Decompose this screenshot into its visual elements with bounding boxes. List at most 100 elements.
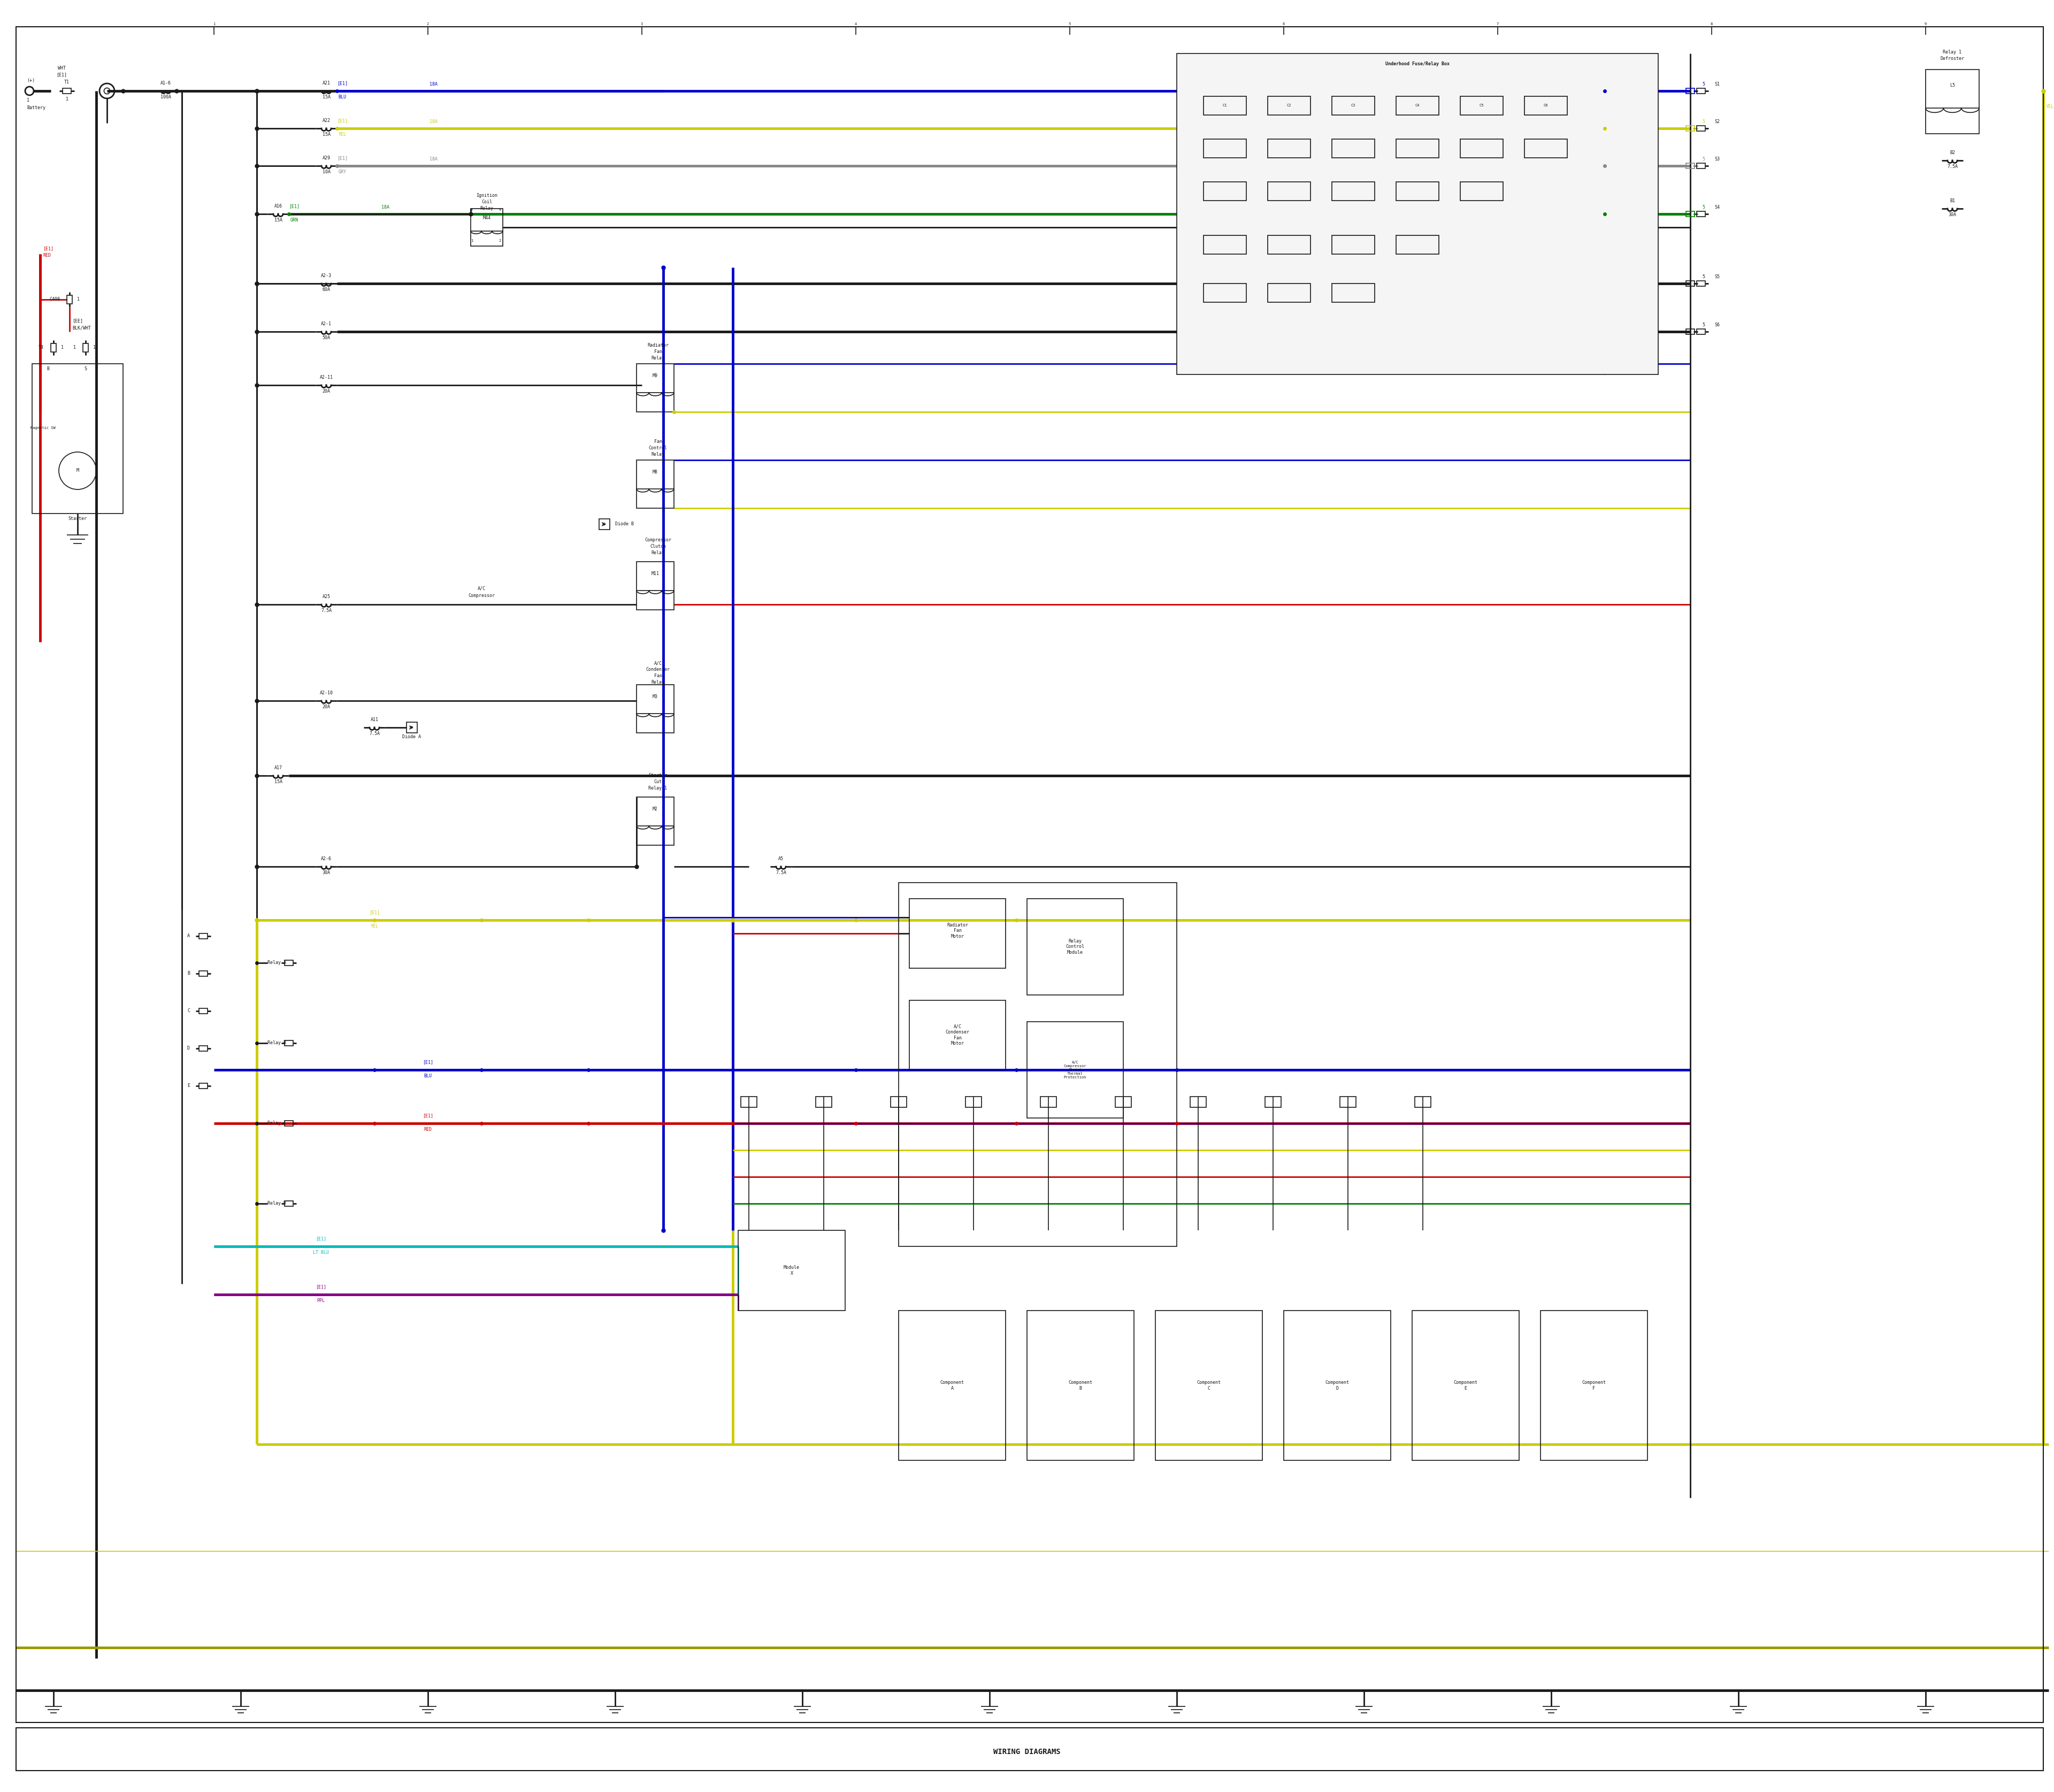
Text: 7.5A: 7.5A [776, 871, 787, 876]
Text: 3: 3 [470, 208, 472, 211]
Text: Clutch: Clutch [649, 545, 665, 548]
Text: C4: C4 [1415, 104, 1419, 108]
Bar [1267, 235, 1310, 254]
Text: 5: 5 [1703, 323, 1705, 328]
Text: 30A: 30A [322, 871, 331, 876]
Bar [199, 934, 207, 939]
Bar [1697, 163, 1705, 168]
Text: C: C [187, 1009, 189, 1014]
Text: 18A: 18A [382, 204, 388, 210]
Text: 5: 5 [1703, 274, 1705, 280]
Text: A2-6: A2-6 [320, 857, 331, 862]
Text: Compressor: Compressor [468, 593, 495, 599]
Bar [82, 344, 88, 351]
Bar [1697, 330, 1705, 335]
Text: 7: 7 [1497, 23, 1499, 25]
Text: A1-6: A1-6 [160, 81, 170, 86]
Text: A29: A29 [322, 156, 331, 161]
Text: [E1]: [E1] [290, 204, 300, 210]
Bar [62, 88, 72, 93]
Bar [1115, 1097, 1132, 1107]
Text: Control: Control [649, 446, 668, 450]
Bar [910, 898, 1006, 968]
Text: Module
X: Module X [785, 1265, 799, 1276]
Text: M2: M2 [653, 806, 657, 812]
Text: RED: RED [43, 253, 51, 258]
Bar [1686, 281, 1695, 287]
Bar [1686, 163, 1695, 168]
Text: 1: 1 [27, 99, 29, 102]
Text: BLU: BLU [423, 1073, 431, 1079]
Text: E: E [187, 1084, 189, 1088]
Text: A/C: A/C [477, 586, 485, 591]
Bar [1397, 97, 1440, 115]
Text: [E1]: [E1] [43, 246, 53, 251]
Text: BLU: BLU [339, 95, 347, 100]
Text: Component
B: Component B [1068, 1380, 1093, 1391]
Bar [1267, 97, 1310, 115]
Text: B: B [187, 971, 189, 977]
Text: 1: 1 [62, 346, 64, 349]
Text: Starter: Starter [68, 516, 86, 521]
Bar [1697, 125, 1705, 131]
Bar [1154, 1310, 1263, 1460]
Text: Defroster: Defroster [1941, 56, 1964, 61]
Text: 1: 1 [66, 97, 68, 102]
Text: 18A: 18A [429, 82, 438, 88]
Text: 1: 1 [78, 297, 80, 303]
Text: T1: T1 [64, 81, 70, 84]
Text: 2: 2 [499, 238, 501, 242]
Text: Fan: Fan [653, 349, 661, 353]
Text: Component
A: Component A [941, 1380, 963, 1391]
Text: C5: C5 [1479, 104, 1483, 108]
Bar [1686, 125, 1695, 131]
Text: YEL: YEL [370, 925, 378, 928]
Text: 15A: 15A [322, 95, 331, 100]
Bar [637, 364, 674, 412]
Bar [1460, 181, 1504, 201]
Text: 5: 5 [1068, 23, 1070, 25]
Bar [1189, 1097, 1206, 1107]
Bar [1397, 140, 1440, 158]
Bar [199, 971, 207, 977]
Text: 15A: 15A [273, 780, 281, 785]
Text: A2-11: A2-11 [320, 375, 333, 380]
Bar [637, 461, 674, 509]
Bar [1540, 1310, 1647, 1460]
Text: [E1]: [E1] [423, 1059, 433, 1064]
Text: 1: 1 [214, 23, 216, 25]
Text: D: D [604, 523, 606, 525]
Bar [741, 1097, 756, 1107]
Text: 4: 4 [499, 208, 501, 211]
Text: WHT: WHT [58, 66, 66, 72]
Text: Battery: Battery [27, 106, 45, 111]
Text: A16: A16 [273, 204, 281, 210]
Text: M8: M8 [653, 470, 657, 475]
Bar [1397, 235, 1440, 254]
Text: 1: 1 [74, 346, 76, 349]
Text: Relay: Relay [651, 452, 665, 457]
Bar [407, 722, 417, 733]
Text: Relay: Relay [651, 550, 665, 556]
Text: 100A: 100A [160, 95, 170, 100]
Bar [1265, 1097, 1282, 1107]
Text: 1: 1 [92, 346, 97, 349]
Text: 7.5A: 7.5A [370, 731, 380, 737]
Bar [900, 883, 1177, 1247]
Text: Relay: Relay [481, 206, 493, 210]
Bar [1397, 181, 1440, 201]
Text: M3: M3 [653, 694, 657, 699]
Text: 5: 5 [1703, 158, 1705, 161]
Text: A5: A5 [778, 857, 785, 862]
Text: Relay C: Relay C [267, 1122, 286, 1125]
Bar [1339, 1097, 1356, 1107]
Bar [1204, 181, 1247, 201]
Bar [1027, 898, 1124, 995]
Text: 7.5A: 7.5A [1947, 165, 1957, 168]
Text: [E1]: [E1] [316, 1285, 327, 1290]
Text: Ignition: Ignition [477, 194, 497, 197]
Text: Coil: Coil [481, 199, 493, 204]
Bar [1415, 1097, 1432, 1107]
Text: A21: A21 [322, 81, 331, 86]
Text: M: M [76, 468, 78, 473]
